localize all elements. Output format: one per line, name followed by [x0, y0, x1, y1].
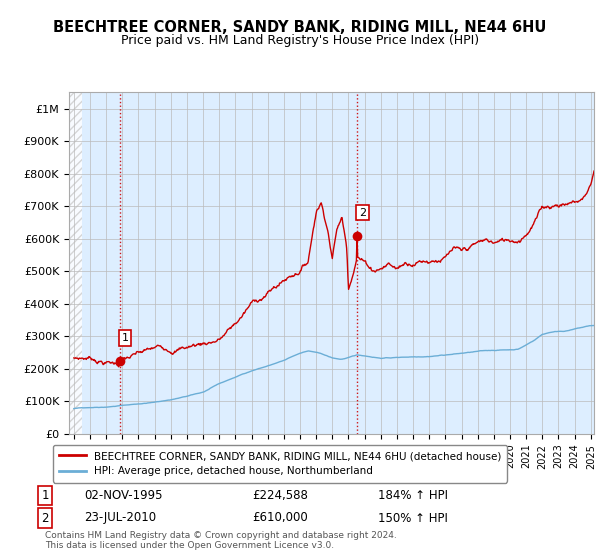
Text: BEECHTREE CORNER, SANDY BANK, RIDING MILL, NE44 6HU: BEECHTREE CORNER, SANDY BANK, RIDING MIL… — [53, 20, 547, 35]
Text: 02-NOV-1995: 02-NOV-1995 — [84, 489, 163, 502]
Text: 2: 2 — [359, 208, 366, 218]
Text: 1: 1 — [41, 489, 49, 502]
Text: 184% ↑ HPI: 184% ↑ HPI — [378, 489, 448, 502]
Text: Price paid vs. HM Land Registry's House Price Index (HPI): Price paid vs. HM Land Registry's House … — [121, 34, 479, 46]
Text: 1: 1 — [121, 333, 128, 343]
Text: Contains HM Land Registry data © Crown copyright and database right 2024.
This d: Contains HM Land Registry data © Crown c… — [45, 530, 397, 550]
Text: 23-JUL-2010: 23-JUL-2010 — [84, 511, 156, 525]
Text: £610,000: £610,000 — [252, 511, 308, 525]
Text: 2: 2 — [41, 511, 49, 525]
Text: £224,588: £224,588 — [252, 489, 308, 502]
Legend: BEECHTREE CORNER, SANDY BANK, RIDING MILL, NE44 6HU (detached house), HPI: Avera: BEECHTREE CORNER, SANDY BANK, RIDING MIL… — [53, 445, 508, 483]
Text: 150% ↑ HPI: 150% ↑ HPI — [378, 511, 448, 525]
